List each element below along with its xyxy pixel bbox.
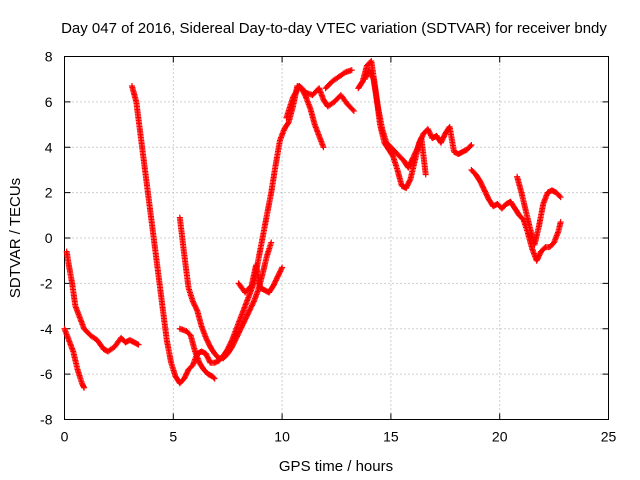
data-point bbox=[468, 141, 475, 148]
y-tick-label: -2 bbox=[40, 275, 53, 291]
y-tick-label: 6 bbox=[45, 94, 53, 110]
data-point bbox=[467, 143, 474, 150]
y-axis-label: SDTVAR / TECUs bbox=[7, 178, 24, 298]
data-point bbox=[320, 144, 327, 151]
data-point bbox=[81, 384, 88, 391]
data-point bbox=[210, 374, 217, 381]
data-points bbox=[61, 58, 564, 391]
data-point bbox=[406, 177, 413, 184]
x-tick-labels: 0 5 10 15 20 25 bbox=[61, 429, 617, 445]
data-point bbox=[279, 264, 286, 271]
y-tick-label: 8 bbox=[45, 49, 53, 65]
data-point bbox=[389, 152, 396, 159]
data-point bbox=[556, 193, 563, 200]
x-tick-label: 0 bbox=[61, 429, 69, 445]
x-tick-label: 10 bbox=[274, 429, 290, 445]
data-point bbox=[340, 70, 347, 77]
x-tick-label: 5 bbox=[169, 429, 177, 445]
data-point bbox=[348, 67, 355, 74]
data-point bbox=[278, 265, 285, 272]
y-tick-labels: -8 -6 -4 -2 0 2 4 6 8 bbox=[40, 49, 53, 428]
y-tick-label: 4 bbox=[45, 139, 53, 155]
data-point bbox=[557, 194, 564, 201]
data-point bbox=[193, 306, 200, 313]
y-tick-label: -6 bbox=[40, 366, 53, 382]
data-point bbox=[422, 171, 429, 178]
data-point bbox=[211, 375, 218, 382]
x-axis-label: GPS time / hours bbox=[279, 458, 393, 475]
data-point bbox=[369, 74, 376, 81]
x-tick-label: 20 bbox=[492, 429, 508, 445]
data-point bbox=[268, 239, 275, 246]
data-point bbox=[135, 341, 142, 348]
x-tick-label: 15 bbox=[383, 429, 399, 445]
axis-ticks bbox=[64, 56, 609, 420]
y-tick-label: -4 bbox=[40, 321, 53, 337]
y-tick-label: 2 bbox=[45, 185, 53, 201]
data-point bbox=[557, 219, 564, 226]
y-tick-label: 0 bbox=[45, 230, 53, 246]
x-tick-label: 25 bbox=[601, 429, 617, 445]
data-point bbox=[413, 147, 420, 154]
data-point bbox=[349, 106, 356, 113]
data-point bbox=[350, 107, 357, 114]
data-point bbox=[250, 299, 257, 306]
chart-title: Day 047 of 2016, Sidereal Day-to-day VTE… bbox=[61, 20, 607, 37]
y-tick-label: -8 bbox=[40, 412, 53, 428]
